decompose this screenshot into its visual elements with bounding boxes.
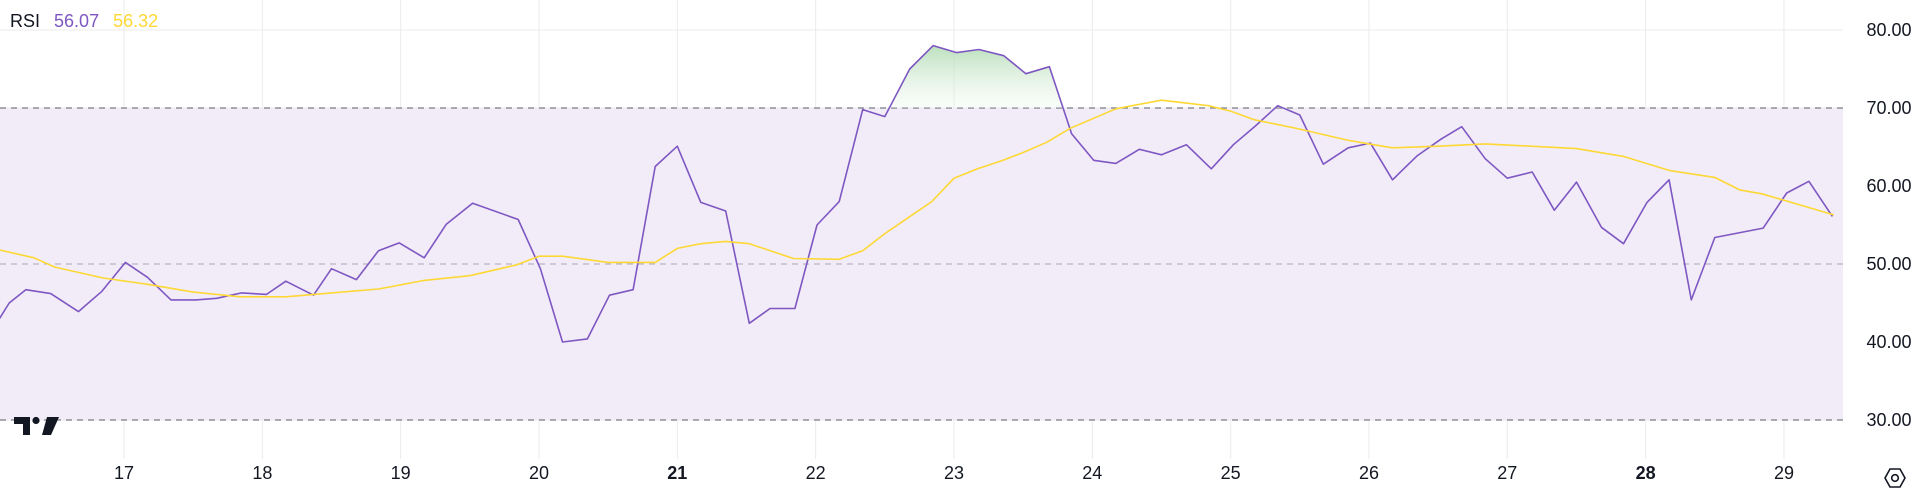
settings-hexagon-icon[interactable] <box>1883 466 1907 495</box>
x-tick-label: 24 <box>1082 463 1102 483</box>
x-tick-label: 20 <box>529 463 549 483</box>
x-tick-label: 26 <box>1359 463 1379 483</box>
rsi-ma-value: 56.32 <box>113 11 159 31</box>
rsi-band <box>0 107 1843 421</box>
x-tick-label: 19 <box>391 463 411 483</box>
x-tick-label: 21 <box>667 463 687 483</box>
indicator-legend[interactable]: RSI 56.07 56.32 <box>10 11 167 32</box>
x-axis: 17 18 19 20 21 22 23 24 25 26 27 28 29 <box>114 463 1794 483</box>
x-tick-label: 18 <box>252 463 272 483</box>
y-tick-label: 30.00 <box>1866 410 1911 430</box>
y-tick-label: 40.00 <box>1866 332 1911 352</box>
x-tick-label: 27 <box>1497 463 1517 483</box>
y-axis: 80.00 70.00 60.00 50.00 40.00 30.00 <box>1866 20 1911 430</box>
rsi-line <box>0 44 1834 343</box>
indicator-name: RSI <box>10 11 41 31</box>
rsi-value: 56.07 <box>54 11 100 31</box>
overbought-fill <box>889 45 1284 108</box>
x-tick-label: 29 <box>1774 463 1794 483</box>
y-tick-label: 50.00 <box>1866 254 1911 274</box>
series-lines <box>0 44 1835 343</box>
x-tick-label: 22 <box>806 463 826 483</box>
tradingview-logo-icon[interactable] <box>14 415 60 442</box>
y-tick-label: 80.00 <box>1866 20 1911 40</box>
rsi-ma-line <box>0 99 1835 298</box>
y-tick-label: 70.00 <box>1866 98 1911 118</box>
x-tick-label: 25 <box>1221 463 1241 483</box>
x-tick-label: 23 <box>944 463 964 483</box>
overbought-area <box>889 45 1064 108</box>
rsi-band-background <box>0 108 1843 420</box>
x-tick-label: 28 <box>1636 463 1656 483</box>
y-tick-label: 60.00 <box>1866 176 1911 196</box>
x-tick-label: 17 <box>114 463 134 483</box>
